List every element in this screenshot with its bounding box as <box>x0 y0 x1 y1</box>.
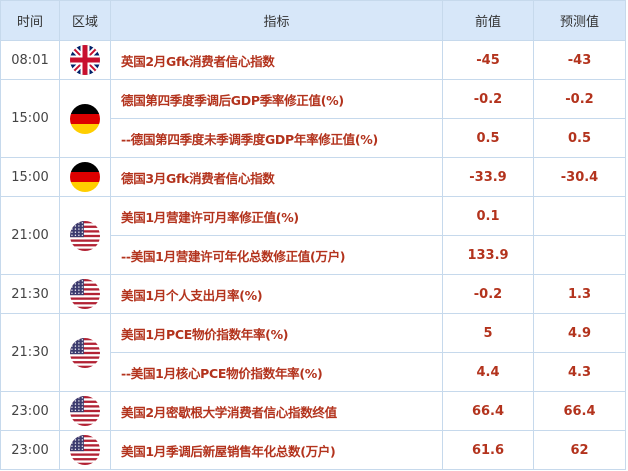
table-row: 23:00 美国2月密歇根大学消费者信心指数终值 66.4 66.4 <box>0 391 626 431</box>
region-cell <box>59 196 111 275</box>
previous-value: 66.4 <box>442 391 534 431</box>
indicator-name[interactable]: --美国1月核心PCE物价指数年率(%) <box>110 352 443 392</box>
header-time: 时间 <box>0 0 60 41</box>
forecast-value: -30.4 <box>533 157 626 197</box>
us-flag-icon <box>70 220 100 251</box>
forecast-value <box>533 196 626 236</box>
germany-flag-icon <box>70 162 100 192</box>
region-cell <box>59 313 111 392</box>
indicator-name[interactable]: 美国1月季调后新屋销售年化总数(万户) <box>110 430 443 470</box>
indicator-name[interactable]: 德国第四季度季调后GDP季率修正值(%) <box>110 79 443 119</box>
table-row: 15:00 德国第四季度季调后GDP季率修正值(%) -0.2 -0.2 <box>0 79 626 158</box>
germany-flag-icon <box>70 103 100 134</box>
event-time: 15:00 <box>0 79 60 158</box>
event-time: 23:00 <box>0 391 60 431</box>
event-time: 15:00 <box>0 157 60 197</box>
forecast-value: 62 <box>533 430 626 470</box>
uk-flag-icon <box>70 45 100 75</box>
event-time: 23:00 <box>0 430 60 470</box>
previous-value: 133.9 <box>442 235 534 275</box>
event-time: 21:30 <box>0 313 60 392</box>
previous-value: -33.9 <box>442 157 534 197</box>
table-row: 21:30 美国1月PCE物价指数年率(%) 5 4.9 <box>0 313 626 392</box>
indicator-name[interactable]: 英国2月Gfk消费者信心指数 <box>110 40 443 80</box>
table-row: 08:01 英国2月Gfk消费者信心指数 -45 -43 <box>0 40 626 80</box>
indicator-name[interactable]: 美国1月个人支出月率(%) <box>110 274 443 314</box>
header-indicator: 指标 <box>110 0 443 41</box>
region-cell <box>59 274 111 314</box>
forecast-value: 0.5 <box>533 118 626 158</box>
previous-value: 4.4 <box>442 352 534 392</box>
previous-value: -45 <box>442 40 534 80</box>
indicator-name[interactable]: 美国1月PCE物价指数年率(%) <box>110 313 443 353</box>
forecast-value: 4.3 <box>533 352 626 392</box>
event-time: 08:01 <box>0 40 60 80</box>
forecast-value: -43 <box>533 40 626 80</box>
region-cell <box>59 40 111 80</box>
us-flag-icon <box>70 337 100 368</box>
table-row: --美国1月核心PCE物价指数年率(%) 4.4 4.3 <box>1 352 626 392</box>
previous-value: 0.1 <box>442 196 534 236</box>
previous-value: -0.2 <box>442 274 534 314</box>
previous-value: 0.5 <box>442 118 534 158</box>
forecast-value: -0.2 <box>533 79 626 119</box>
table-row: --美国1月营建许可年化总数修正值(万户) 133.9 <box>1 235 626 275</box>
previous-value: 61.6 <box>442 430 534 470</box>
event-time: 21:30 <box>0 274 60 314</box>
forecast-value: 66.4 <box>533 391 626 431</box>
table-row: --德国第四季度未季调季度GDP年率修正值(%) 0.5 0.5 <box>1 118 626 158</box>
forecast-value: 4.9 <box>533 313 626 353</box>
table-row: 21:30 美国1月个人支出月率(%) -0.2 1.3 <box>0 274 626 314</box>
event-time: 21:00 <box>0 196 60 275</box>
region-cell <box>59 79 111 158</box>
table-row: 15:00 德国3月Gfk消费者信心指数 -33.9 -30.4 <box>0 157 626 197</box>
us-flag-icon <box>70 279 100 309</box>
forecast-value: 1.3 <box>533 274 626 314</box>
header-region: 区域 <box>59 0 111 41</box>
previous-value: 5 <box>442 313 534 353</box>
indicator-name[interactable]: --美国1月营建许可年化总数修正值(万户) <box>110 235 443 275</box>
region-cell <box>59 391 111 431</box>
us-flag-icon <box>70 435 100 465</box>
table-header-row: 时间 区域 指标 前值 预测值 <box>0 0 626 41</box>
previous-value: -0.2 <box>442 79 534 119</box>
us-flag-icon <box>70 396 100 426</box>
region-cell <box>59 157 111 197</box>
forecast-value <box>533 235 626 275</box>
header-forecast: 预测值 <box>533 0 626 41</box>
table-row: 23:00 美国1月季调后新屋销售年化总数(万户) 61.6 62 <box>0 430 626 470</box>
table-row: 21:00 美国1月营建许可月率修正值(%) 0.1 <box>0 196 626 275</box>
indicator-name[interactable]: 美国1月营建许可月率修正值(%) <box>110 196 443 236</box>
indicator-name[interactable]: 德国3月Gfk消费者信心指数 <box>110 157 443 197</box>
region-cell <box>59 430 111 470</box>
indicator-name[interactable]: 美国2月密歇根大学消费者信心指数终值 <box>110 391 443 431</box>
table-body: 08:01 英国2月Gfk消费者信心指数 -45 -43 15:00 德国第四季度季调后G… <box>0 40 626 470</box>
header-previous: 前值 <box>442 0 534 41</box>
indicator-name[interactable]: --德国第四季度未季调季度GDP年率修正值(%) <box>110 118 443 158</box>
